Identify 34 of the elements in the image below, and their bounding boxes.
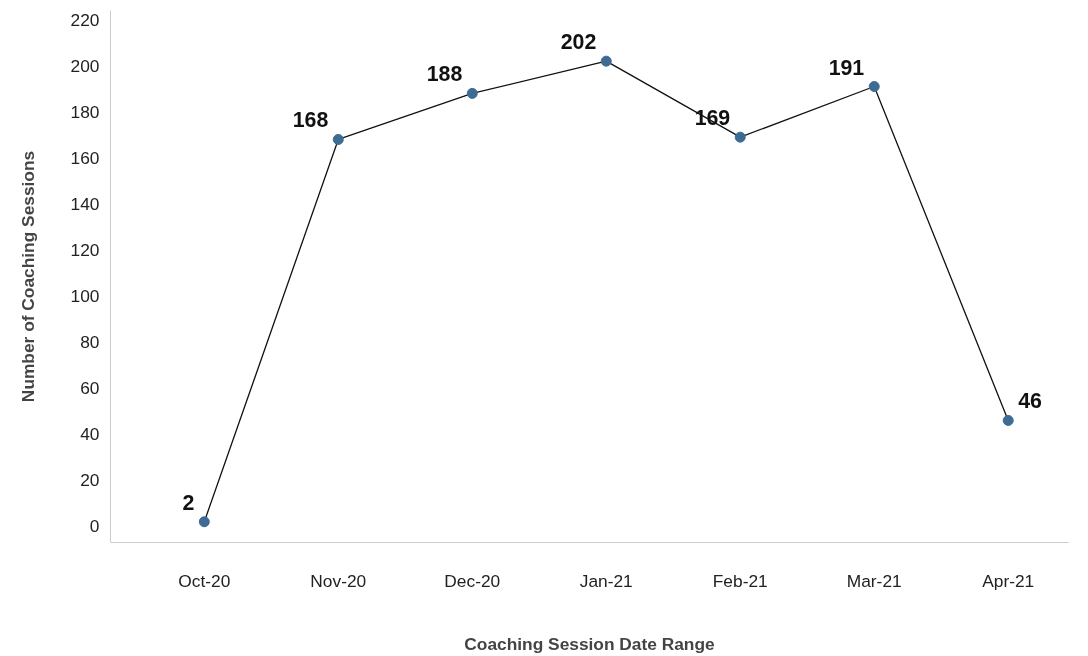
data-label: 46 — [1018, 389, 1043, 414]
point — [868, 81, 880, 92]
y-tick-label: 60 — [80, 378, 100, 399]
y-tick-label: 20 — [80, 470, 100, 491]
point — [1002, 414, 1014, 426]
data-label: 168 — [292, 108, 329, 133]
point — [198, 516, 210, 528]
y-tick-label: 220 — [70, 9, 100, 30]
y-tick-label: 140 — [70, 193, 100, 214]
data-label: 2 — [182, 490, 195, 515]
y-tick-label: 0 — [89, 516, 100, 537]
y-tick-label: 100 — [70, 286, 100, 307]
x-tick-label: Mar-21 — [846, 570, 902, 591]
y-tick-label: 80 — [80, 332, 100, 353]
y-tick-label: 180 — [70, 101, 100, 122]
x-tick-label: Jan-21 — [579, 570, 633, 591]
point — [466, 87, 478, 99]
y-tick-label: 40 — [80, 424, 100, 445]
x-axis-title: Coaching Session Date Range — [464, 633, 716, 654]
y-tick-label: 200 — [70, 55, 100, 76]
x-tick-label: Dec-20 — [444, 570, 501, 591]
point — [600, 55, 612, 67]
y-tick-label: 160 — [70, 147, 100, 168]
data-label: 202 — [560, 30, 597, 55]
point — [332, 133, 344, 145]
x-tick-label: Feb-21 — [712, 570, 768, 591]
x-tick-label: Nov-20 — [310, 570, 367, 591]
y-axis-title: Number of Coaching Sessions — [17, 150, 38, 403]
point — [734, 131, 746, 143]
data-label: 191 — [828, 55, 865, 80]
x-tick-label: Apr-21 — [982, 570, 1035, 591]
x-tick-label: Oct-20 — [178, 570, 231, 591]
y-tick-label: 120 — [70, 240, 100, 261]
data-label: 188 — [426, 62, 463, 87]
